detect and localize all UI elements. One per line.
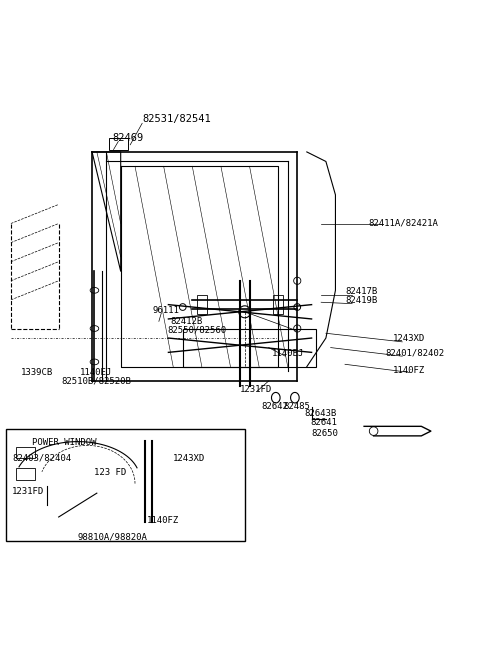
Bar [109, 137, 128, 150]
Text: 1140EJ: 1140EJ [80, 368, 112, 377]
Bar [16, 447, 35, 459]
Text: 82650: 82650 [312, 429, 338, 438]
Text: 82641: 82641 [311, 419, 337, 428]
Text: 1243XD: 1243XD [393, 334, 425, 344]
Text: 82485: 82485 [283, 402, 310, 411]
Text: 82419B: 82419B [345, 296, 377, 306]
Bar [197, 295, 206, 314]
Text: 123 FD: 123 FD [95, 468, 127, 477]
Text: 1231FD: 1231FD [12, 487, 44, 496]
Text: 82417B: 82417B [345, 286, 377, 296]
Text: 82412B: 82412B [171, 317, 203, 326]
Text: 1231FD: 1231FD [240, 385, 272, 394]
Text: 82550/82560: 82550/82560 [168, 325, 227, 334]
Text: 1243XD: 1243XD [173, 454, 205, 463]
Text: 82643B: 82643B [304, 409, 336, 418]
Text: 96111: 96111 [152, 306, 179, 315]
Text: 82531/82541: 82531/82541 [142, 114, 211, 124]
Bar [274, 295, 283, 314]
Bar [6, 429, 245, 541]
Bar [16, 468, 35, 480]
Text: 82411A/82421A: 82411A/82421A [369, 218, 439, 227]
Text: 82403/82404: 82403/82404 [12, 454, 71, 463]
Text: 1140FZ: 1140FZ [147, 516, 179, 526]
Text: 98810A/98820A: 98810A/98820A [78, 533, 148, 541]
Text: 1339CB: 1339CB [21, 368, 53, 377]
Text: 1140FZ: 1140FZ [393, 365, 425, 374]
Text: 82401/82402: 82401/82402 [385, 349, 444, 358]
Text: 1140EJ: 1140EJ [272, 349, 304, 358]
Text: 82510B/82520B: 82510B/82520B [61, 376, 131, 386]
Bar [183, 328, 316, 367]
Text: 82469: 82469 [113, 133, 144, 143]
Text: POWER WINDOW: POWER WINDOW [33, 438, 97, 447]
Text: 82642: 82642 [262, 402, 288, 411]
